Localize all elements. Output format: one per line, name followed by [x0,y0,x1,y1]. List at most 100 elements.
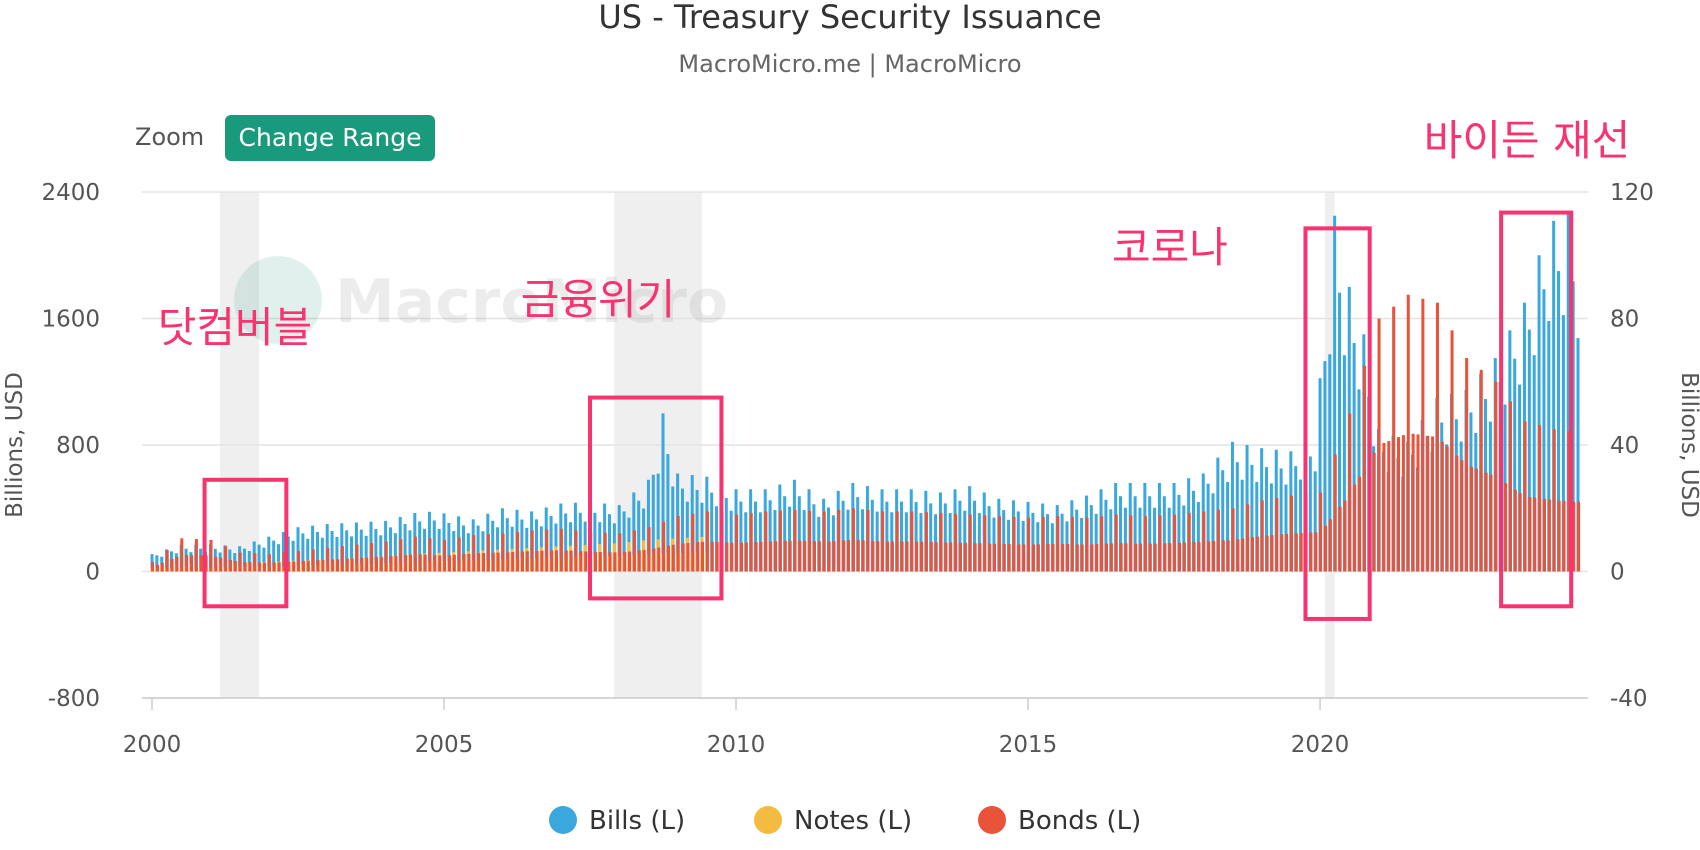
bills-bar [666,454,670,572]
bonds-bar [409,554,413,572]
bills-bar [870,499,874,572]
bonds-bar [535,550,539,572]
bonds-bar [170,558,174,572]
bonds-bar [885,541,890,572]
bonds-bar [1056,516,1060,572]
annotation-box [202,477,289,609]
bonds-bar [1265,535,1269,572]
bills-bar [345,530,349,572]
bonds-bar [1168,543,1172,572]
bills-bar [408,530,412,572]
bonds-bar [1041,516,1045,572]
bonds-bar [1411,433,1415,572]
bills-bar [695,489,699,572]
bonds-bar [228,559,232,572]
bonds-bar [496,552,500,572]
bonds-bar [404,554,408,572]
legend-marker-bills [549,806,577,834]
bills-bar [1352,343,1356,572]
bonds-bar [812,541,817,572]
bills-bar [564,513,568,572]
annotation-label: 닷컴버블 [158,303,313,352]
bonds-bar [817,541,821,572]
annotation-box [1499,210,1574,609]
bonds-bar [1212,540,1216,572]
bonds-bar [545,529,549,572]
bonds-bar [287,561,291,572]
bills-bar [1045,514,1050,572]
bills-bar [637,500,641,572]
bills-bar [1342,355,1346,572]
bonds-bar [340,546,344,572]
annotation-box [588,395,724,601]
bonds-bar [1032,544,1036,572]
bonds-bar [988,543,992,572]
bonds-bar [336,559,340,572]
bills-bar [320,537,324,572]
bonds-bar [842,540,846,572]
bills-bar [1167,507,1171,572]
bonds-bar [165,550,169,572]
bonds-bar [803,540,807,572]
bonds-bar [564,550,568,572]
bills-bar [520,519,524,572]
bonds-bar [608,552,612,572]
bonds-bar [301,560,305,572]
bonds-bar [1017,544,1021,572]
bonds-bar [472,535,476,572]
bills-bar [1119,496,1123,572]
bills-bar [788,506,792,572]
bonds-bar [1100,516,1104,572]
bills-bar [1542,289,1546,572]
bonds-bar [793,509,797,572]
y-right-tick: 0 [1610,560,1625,586]
bills-bar [812,504,816,572]
bonds-bar [939,512,943,572]
bonds-bar [1523,421,1527,572]
bonds-bar [710,541,714,572]
bills-bar [826,507,831,572]
bonds-bar [1474,468,1478,572]
bonds-bar [574,530,578,572]
bills-bar [393,533,397,572]
bills-bar [729,510,733,572]
bonds-bar [1465,358,1469,572]
bills-bar [452,531,456,572]
bills-bar [155,555,159,572]
bonds-bar [1090,544,1094,572]
bonds-bar [1036,544,1040,572]
bonds-bar [1002,543,1006,572]
bills-bar [768,500,772,572]
bonds-bar [876,541,880,572]
bills-bar [1269,483,1273,572]
y-left-tick: 1600 [41,307,100,333]
bills-bar [1328,354,1332,572]
bonds-bar [1421,298,1425,572]
chart-subtitle: MacroMicro.me | MacroMicro [678,50,1021,78]
change-range-button[interactable] [225,115,435,161]
legend-label-notes: Notes (L) [794,806,912,836]
bills-bar [242,548,246,572]
bills-bar [1255,481,1259,572]
bonds-bar [769,541,773,572]
bills-bar [1547,321,1551,572]
bars [150,212,1581,572]
bonds-bar [910,511,914,572]
bonds-bar [1513,489,1517,572]
bonds-bar [973,543,977,572]
bonds-bar [292,561,296,572]
bonds-bar [1187,512,1191,572]
bonds-bar [306,560,310,572]
bills-bar [1240,479,1244,572]
bonds-bar [778,510,782,572]
bonds-bar [1241,538,1245,572]
bonds-bar [705,511,709,572]
bonds-bar [457,537,461,572]
bonds-bar [1182,542,1186,572]
bills-bar [1016,511,1020,572]
bills-bar [315,532,319,572]
bills-bar [783,496,787,572]
bonds-bar [1377,318,1381,572]
bonds-bar [1572,501,1576,572]
bills-bar [1094,513,1098,572]
